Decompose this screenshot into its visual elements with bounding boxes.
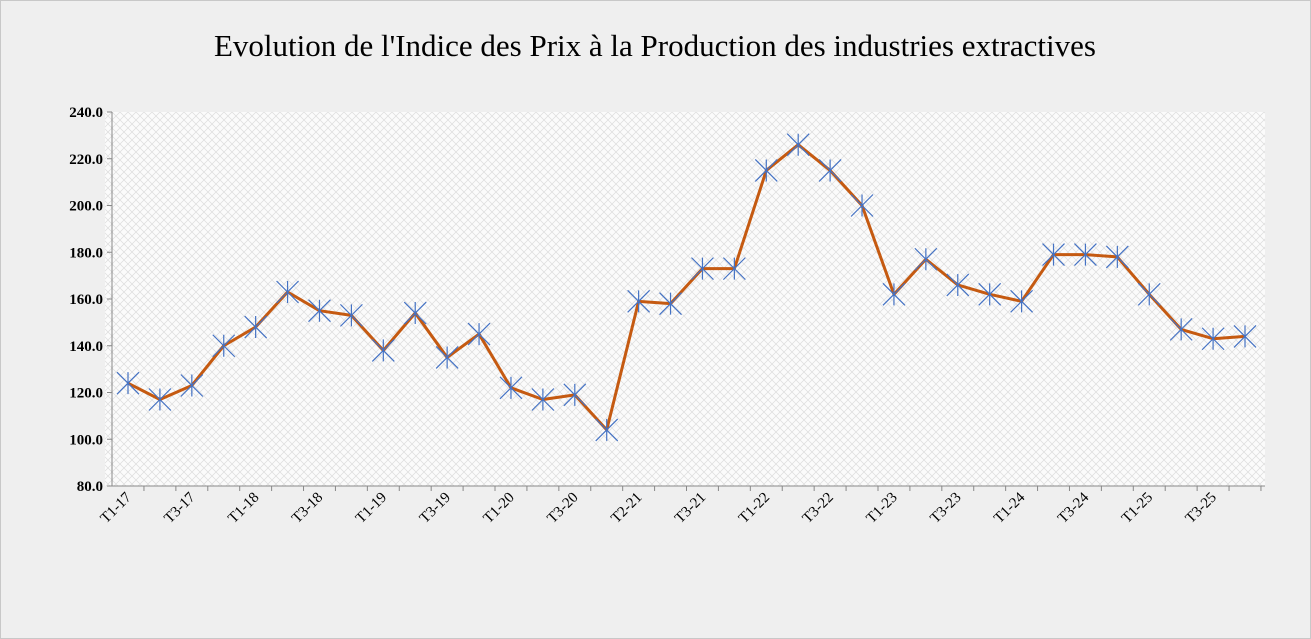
y-tick-label: 160.0 — [69, 292, 103, 308]
marker — [308, 299, 331, 323]
marker — [435, 346, 459, 369]
x-tick-label: T3-17 — [161, 489, 199, 527]
y-tick-label: 120.0 — [69, 386, 103, 402]
y-tick-label: 140.0 — [69, 339, 103, 355]
x-tick-label: T1-17 — [98, 489, 136, 527]
marker — [850, 194, 874, 217]
marker — [818, 159, 842, 182]
series-line — [127, 143, 1246, 432]
x-tick-label: T3-22 — [800, 490, 837, 527]
marker — [978, 282, 1002, 306]
x-tick-label: T3-19 — [417, 490, 454, 527]
marker — [467, 322, 491, 346]
x-tick-label: T3-20 — [544, 490, 581, 527]
x-tick-label: T3-25 — [1183, 490, 1220, 527]
marker — [691, 257, 714, 281]
x-tick-label: T3-18 — [289, 490, 326, 527]
x-tick-label: T1-19 — [353, 490, 390, 527]
marker — [1042, 243, 1065, 267]
marker — [946, 273, 970, 297]
marker — [563, 383, 587, 407]
marker — [1201, 327, 1225, 351]
marker — [1169, 317, 1193, 341]
x-tick-label: T1-23 — [864, 490, 901, 527]
y-tick-label: 200.0 — [69, 199, 103, 215]
marker — [627, 289, 651, 313]
marker — [882, 282, 906, 306]
marker — [180, 374, 204, 397]
marker — [659, 292, 682, 316]
marker — [1137, 282, 1161, 306]
marker — [339, 303, 363, 327]
marker — [531, 388, 555, 411]
marker — [595, 418, 619, 442]
marker — [244, 315, 268, 339]
marker — [371, 339, 395, 362]
x-tick-label: T1-18 — [225, 490, 262, 527]
marker — [212, 334, 236, 358]
y-tick-label: 220.0 — [69, 152, 103, 168]
x-tick-label: T1-20 — [481, 490, 518, 527]
marker — [148, 388, 172, 411]
x-tick-label: T3-21 — [672, 490, 709, 527]
marker — [499, 376, 523, 400]
chart-title: Evolution de l'Indice des Prix à la Prod… — [213, 28, 1096, 63]
marker — [276, 280, 299, 304]
x-tick-label: T3-23 — [927, 490, 964, 527]
marker — [1233, 324, 1257, 348]
x-tick-label: T2-21 — [608, 490, 645, 527]
y-tick-label: 100.0 — [69, 432, 103, 448]
marker — [116, 371, 140, 395]
marker — [754, 159, 778, 182]
marker — [786, 133, 810, 157]
marker — [914, 247, 938, 271]
y-tick-label: 80.0 — [77, 479, 103, 495]
marker — [1010, 289, 1034, 313]
y-tick-label: 180.0 — [69, 245, 103, 261]
plot-area — [105, 112, 1265, 486]
marker — [403, 301, 427, 325]
y-tick-label: 240.0 — [69, 105, 103, 121]
x-tick-label: T1-25 — [1119, 490, 1156, 527]
x-tick-label: T1-22 — [736, 490, 773, 527]
marker — [1105, 245, 1129, 269]
marker — [722, 257, 746, 281]
x-tick-label: T1-24 — [991, 489, 1029, 527]
marker — [1074, 243, 1097, 267]
x-tick-label: T3-24 — [1055, 489, 1093, 527]
